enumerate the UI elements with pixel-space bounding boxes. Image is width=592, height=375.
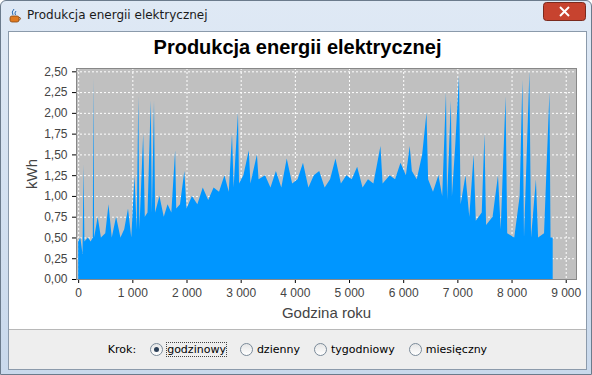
svg-text:8 000: 8 000 [497,286,527,300]
svg-text:2,50: 2,50 [44,65,68,79]
svg-text:4 000: 4 000 [280,286,310,300]
svg-text:2,00: 2,00 [44,106,68,120]
svg-text:5 000: 5 000 [335,286,365,300]
html-text:miesięczny: miesięczny [425,343,488,356]
svg-text:kWh: kWh [23,159,40,189]
svg-text:1,50: 1,50 [44,148,68,162]
html-text:dzienny: dzienny [256,343,300,356]
svg-text:0,00: 0,00 [44,272,68,286]
svg-text:1,25: 1,25 [44,169,68,183]
svg-text:0: 0 [75,286,82,300]
svg-text:1 000: 1 000 [118,286,148,300]
svg-text:7 000: 7 000 [443,286,473,300]
svg-text:0,75: 0,75 [44,210,68,224]
html-text:Produkcja energii elektrycznej: Produkcja energii elektrycznej [27,8,208,22]
html-text:godzinowy: godzinowy [167,343,226,356]
svg-text:6 000: 6 000 [389,286,419,300]
svg-text:2 000: 2 000 [172,286,202,300]
html-text:Krok:: Krok: [107,343,137,356]
svg-text:Godzina roku: Godzina roku [282,304,371,321]
svg-text:0,50: 0,50 [44,231,68,245]
svg-text:1,00: 1,00 [44,189,68,203]
svg-text:1,75: 1,75 [44,127,68,141]
svg-text:2,25: 2,25 [44,85,68,99]
svg-text:9 000: 9 000 [551,286,581,300]
svg-text:3 000: 3 000 [226,286,256,300]
svg-text:0,25: 0,25 [44,252,68,266]
html-text:Produkcja energii elektrycznej: Produkcja energii elektrycznej [153,36,442,58]
html-text:tygodniowy: tygodniowy [330,343,395,356]
